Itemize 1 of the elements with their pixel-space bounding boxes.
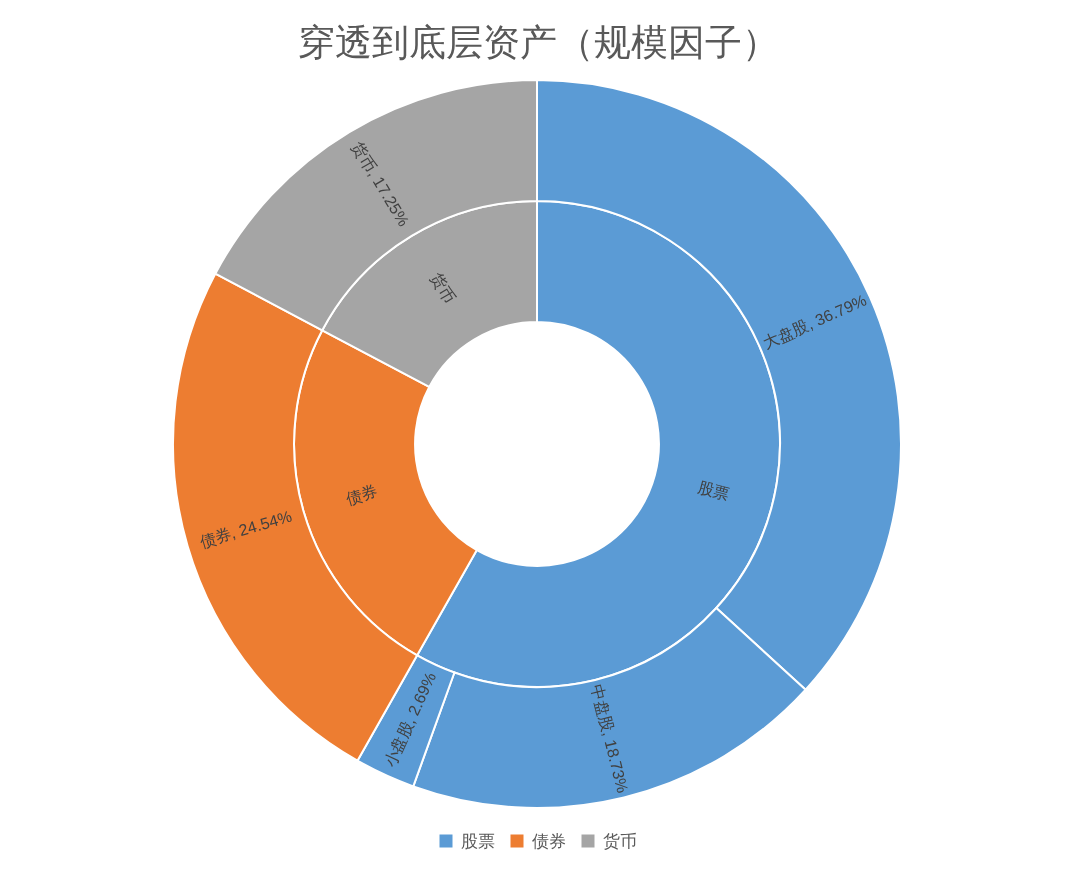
- title: 穿透到底层资产（规模因子）: [297, 21, 779, 63]
